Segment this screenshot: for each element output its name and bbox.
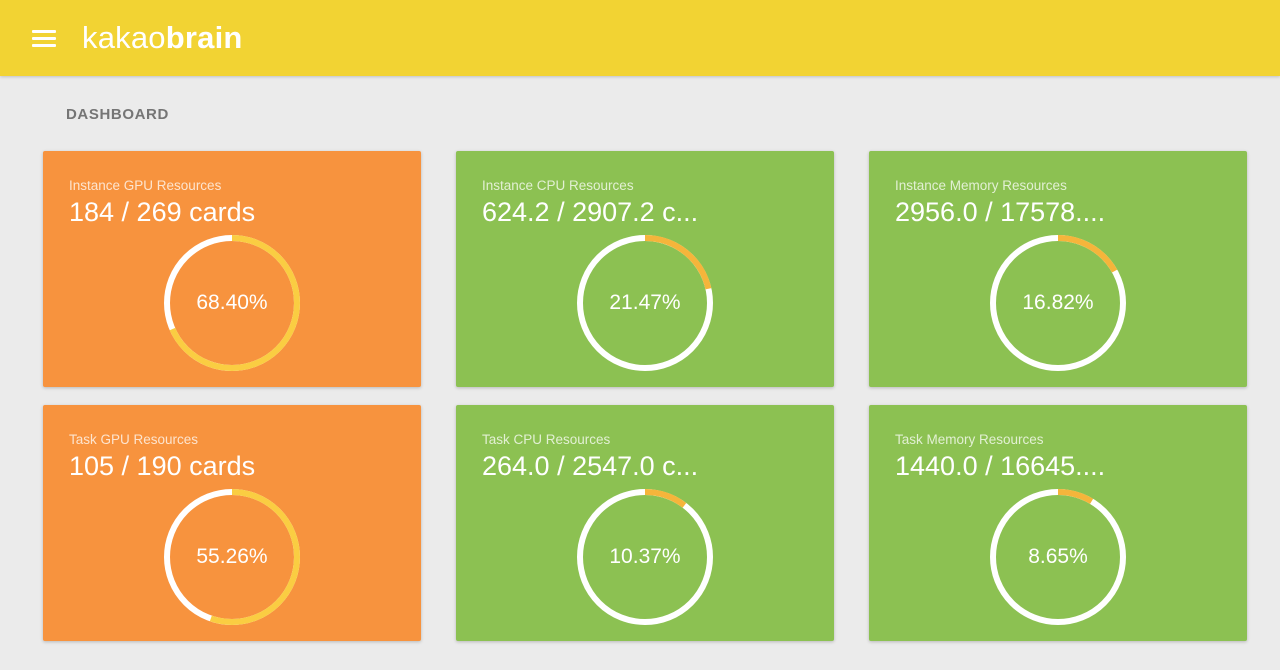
- usage-donut-gauge: 68.40%: [164, 235, 300, 371]
- card-instance-gpu-resources[interactable]: Instance GPU Resources 184 / 269 cards 6…: [43, 151, 421, 387]
- app-header: kakao brain: [0, 0, 1280, 76]
- usage-percent: 21.47%: [609, 291, 681, 314]
- page-title: DASHBOARD: [66, 106, 169, 123]
- card-instance-memory-resources[interactable]: Instance Memory Resources 2956.0 / 17578…: [869, 151, 1247, 387]
- card-task-cpu-resources[interactable]: Task CPU Resources 264.0 / 2547.0 c... 1…: [456, 405, 834, 641]
- card-task-memory-resources[interactable]: Task Memory Resources 1440.0 / 16645....…: [869, 405, 1247, 641]
- usage-percent: 68.40%: [196, 291, 268, 314]
- card-title: Task Memory Resources: [895, 432, 1044, 447]
- card-title: Instance GPU Resources: [69, 178, 222, 193]
- donut-ring: [990, 235, 1126, 371]
- logo-text-brain: brain: [165, 20, 243, 55]
- card-instance-cpu-resources[interactable]: Instance CPU Resources 624.2 / 2907.2 c.…: [456, 151, 834, 387]
- card-title: Task CPU Resources: [482, 432, 611, 447]
- usage-donut-gauge: 21.47%: [577, 235, 713, 371]
- logo-text-kakao: kakao: [82, 20, 166, 55]
- usage-donut-gauge: 16.82%: [990, 235, 1126, 371]
- card-title: Instance CPU Resources: [482, 178, 634, 193]
- donut-ring: [164, 235, 300, 371]
- usage-percent: 55.26%: [196, 545, 268, 568]
- hamburger-menu-icon[interactable]: [32, 29, 56, 47]
- card-value: 105 / 190 cards: [69, 451, 256, 481]
- card-value: 264.0 / 2547.0 c...: [482, 451, 699, 481]
- card-value: 2956.0 / 17578....: [895, 197, 1106, 227]
- card-value: 624.2 / 2907.2 c...: [482, 197, 699, 227]
- usage-percent: 8.65%: [1028, 545, 1088, 568]
- cards-grid: Instance GPU Resources 184 / 269 cards 6…: [43, 151, 1247, 641]
- usage-donut-gauge: 10.37%: [577, 489, 713, 625]
- dashboard-content: DASHBOARD Instance GPU Resources 184 / 2…: [0, 76, 1280, 641]
- usage-percent: 16.82%: [1022, 291, 1094, 314]
- usage-percent: 10.37%: [609, 545, 681, 568]
- donut-ring: [164, 489, 300, 625]
- card-task-gpu-resources[interactable]: Task GPU Resources 105 / 190 cards 55.26…: [43, 405, 421, 641]
- card-value: 184 / 269 cards: [69, 197, 256, 227]
- card-title: Instance Memory Resources: [895, 178, 1067, 193]
- usage-donut-gauge: 8.65%: [990, 489, 1126, 625]
- kakaobrain-logo[interactable]: kakao brain: [82, 20, 243, 56]
- donut-ring: [990, 489, 1126, 625]
- donut-ring: [577, 235, 713, 371]
- card-value: 1440.0 / 16645....: [895, 451, 1106, 481]
- donut-ring: [577, 489, 713, 625]
- usage-donut-gauge: 55.26%: [164, 489, 300, 625]
- card-title: Task GPU Resources: [69, 432, 199, 447]
